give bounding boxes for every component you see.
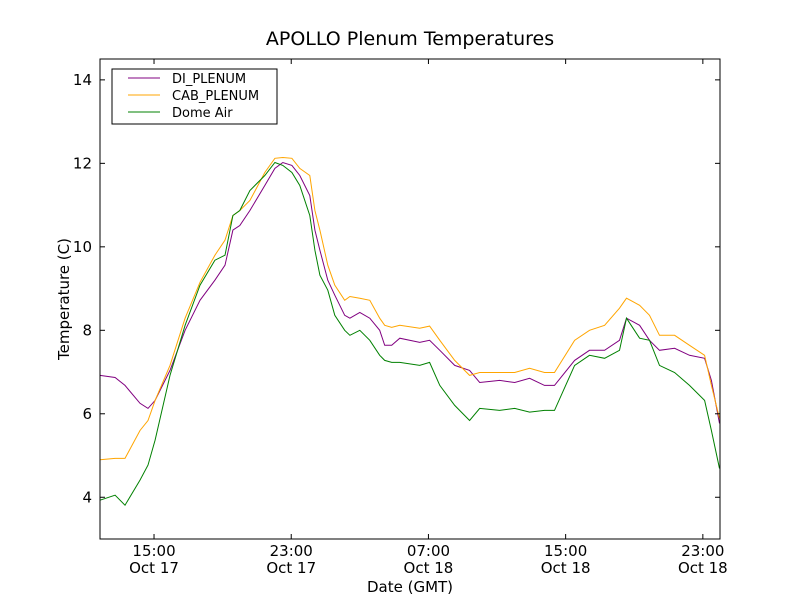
chart-title: APOLLO Plenum Temperatures [266,28,554,50]
x-tick-label-time: 23:00 [270,542,313,560]
x-tick-label-time: 15:00 [132,542,175,560]
x-tick-label-date: Oct 17 [129,559,179,577]
y-tick-label: 4 [82,488,92,506]
x-axis-label: Date (GMT) [367,578,453,596]
x-tick-label-date: Oct 18 [541,559,591,577]
series-line-dome-air [99,161,720,507]
plot-frame [99,58,721,540]
legend-label: DI_PLENUM [172,72,246,87]
y-axis-label: Temperature (C) [55,238,73,361]
series-line-di-plenum [99,161,720,424]
x-tick-label-time: 15:00 [544,542,587,560]
series-line-cab-plenum [99,156,720,461]
x-tick-label-time: 07:00 [407,542,450,560]
y-tick-label: 10 [73,238,92,256]
x-tick-label-time: 23:00 [681,542,724,560]
y-tick-label: 8 [82,321,92,339]
y-tick-label: 6 [82,405,92,423]
legend: DI_PLENUM CAB_PLENUM Dome Air [111,68,278,125]
y-tick-label: 14 [73,71,92,89]
series-lines [99,156,720,507]
legend-label: CAB_PLENUM [172,89,259,104]
x-tick-label-date: Oct 17 [266,559,316,577]
legend-label: Dome Air [172,106,233,121]
y-tick-label: 12 [73,154,92,172]
x-tick-label-date: Oct 18 [404,559,454,577]
y-axis: 4 6 8 10 12 14 [73,71,720,506]
x-tick-label-date: Oct 18 [678,559,728,577]
